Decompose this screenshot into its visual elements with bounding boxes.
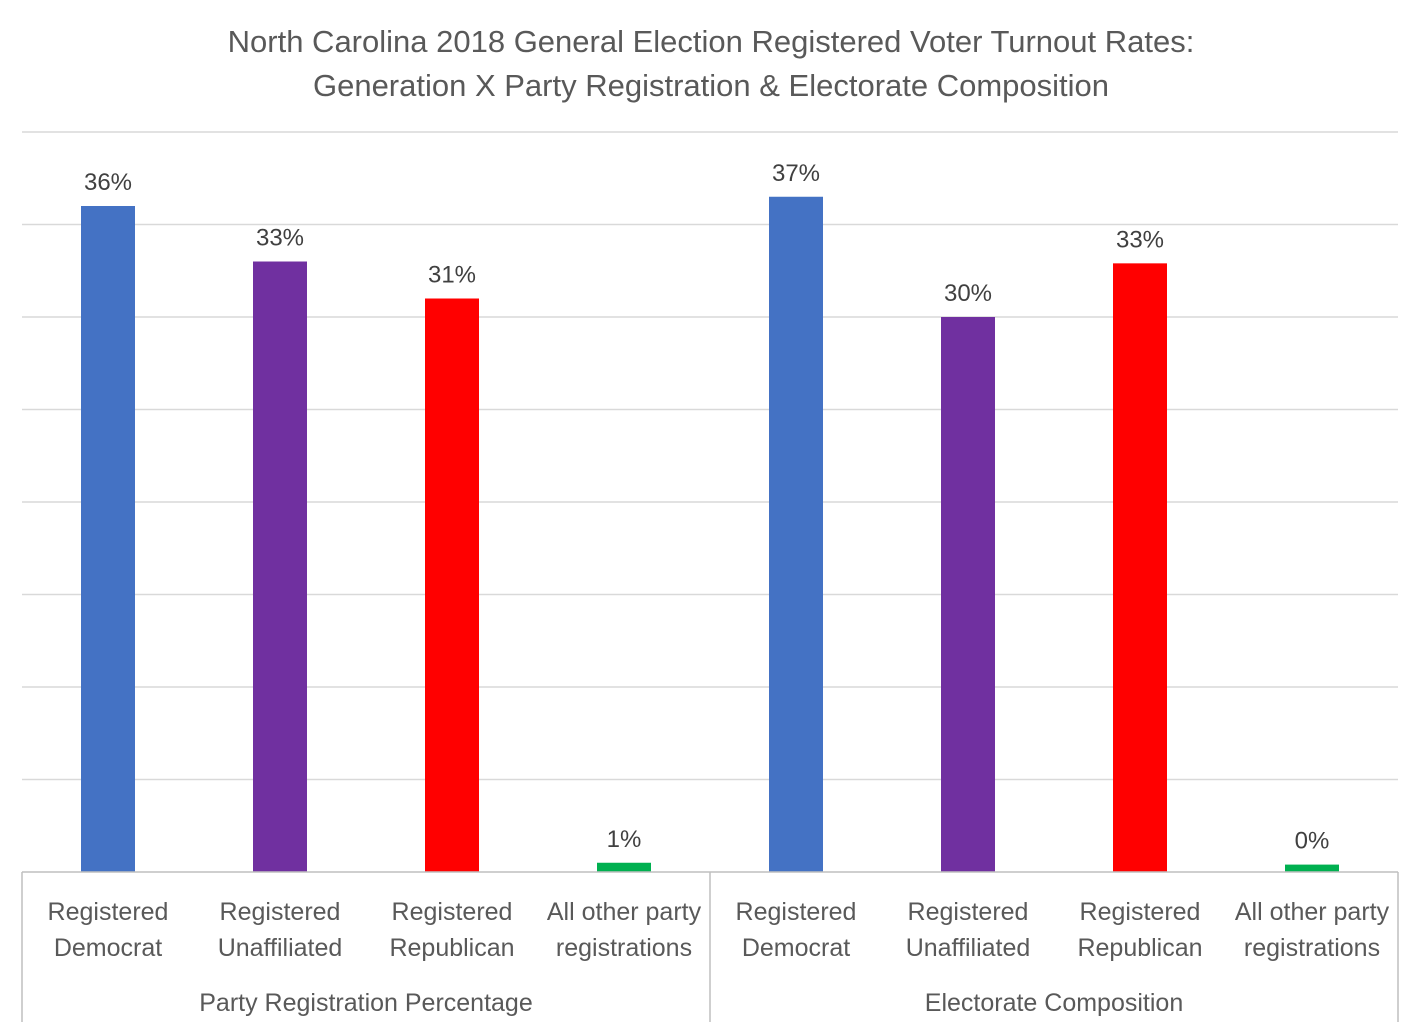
- category-label: Registered: [392, 898, 513, 926]
- data-label: 36%: [84, 169, 132, 196]
- category-label: All other party: [1235, 898, 1390, 926]
- category-label: Unaffiliated: [906, 934, 1031, 962]
- data-labels: 36% 33% 31% 1% 37% 30% 33% 0%: [84, 160, 1329, 855]
- category-label: registrations: [1244, 934, 1380, 962]
- category-label: Registered: [908, 898, 1029, 926]
- chart-title-line-2: Generation X Party Registration & Electo…: [313, 68, 1109, 103]
- x-axis: Registered Democrat Registered Unaffiliated…: [21, 871, 1399, 1022]
- data-label: 31%: [428, 262, 476, 289]
- bar: [941, 317, 995, 872]
- category-label: Democrat: [54, 934, 162, 962]
- bar: [597, 862, 651, 872]
- category-label: Republican: [389, 934, 514, 962]
- data-label: 33%: [1116, 226, 1164, 253]
- category-label: Registered: [220, 898, 341, 926]
- category-label: Democrat: [742, 934, 850, 962]
- category-label: Registered: [1080, 898, 1201, 926]
- data-label: 0%: [1295, 828, 1330, 855]
- category-label: Republican: [1077, 934, 1202, 962]
- data-label: 37%: [772, 160, 820, 187]
- data-label: 33%: [256, 225, 304, 252]
- group-label: Electorate Composition: [925, 989, 1183, 1017]
- bar: [253, 261, 307, 872]
- category-label: All other party: [547, 898, 702, 926]
- category-label: Unaffiliated: [218, 934, 343, 962]
- bars: [81, 196, 1339, 873]
- data-label: 30%: [944, 280, 992, 307]
- group-label: Party Registration Percentage: [199, 989, 533, 1017]
- bar: [81, 206, 135, 872]
- gridlines: [22, 131, 1398, 781]
- category-label: Registered: [48, 898, 169, 926]
- bar: [425, 298, 479, 872]
- bar: [769, 196, 823, 872]
- chart-title-line-1: North Carolina 2018 General Election Reg…: [228, 24, 1195, 59]
- category-label: Registered: [736, 898, 857, 926]
- category-label: registrations: [556, 934, 692, 962]
- bar: [1285, 864, 1339, 872]
- bar: [1113, 263, 1167, 873]
- data-label: 1%: [607, 826, 642, 853]
